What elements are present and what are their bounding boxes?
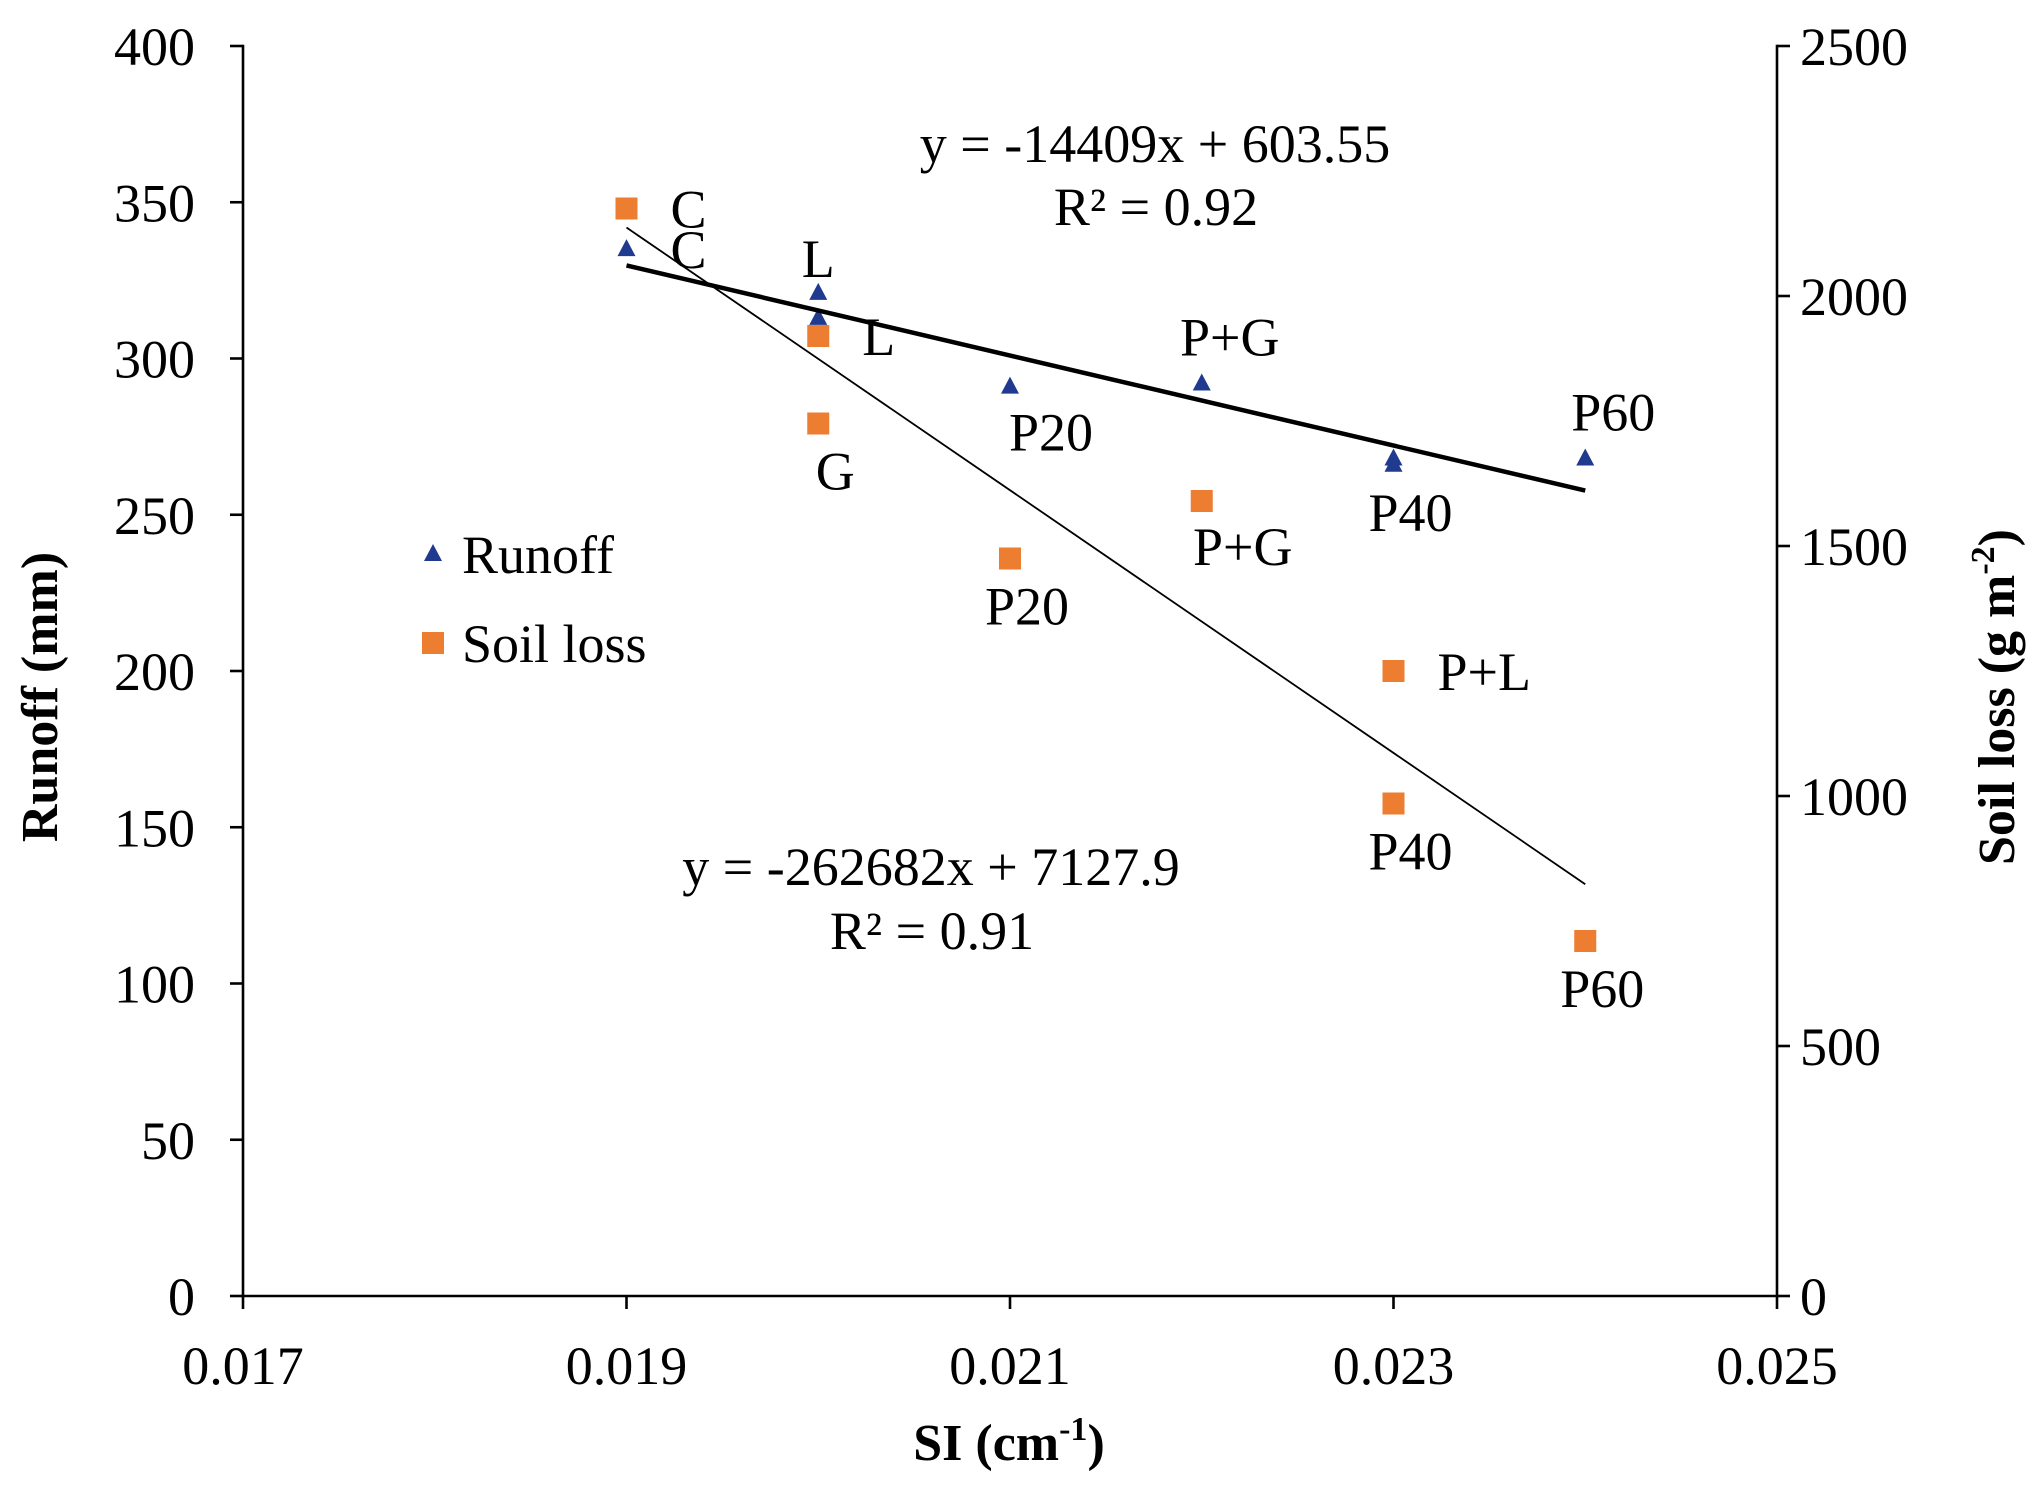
runoff-point-label: P60 xyxy=(1571,383,1655,443)
soil-loss-point-label: L xyxy=(862,307,895,367)
y-axis-ticks: 0 50 100 150 200 250 300 350 400 xyxy=(114,17,243,1327)
runoff-trendline xyxy=(625,263,1586,493)
y-tick-label: 250 xyxy=(114,486,195,546)
plot-series xyxy=(615,197,1597,952)
soil-loss-point-label: P20 xyxy=(985,577,1069,637)
soil-loss-point-label: G xyxy=(816,442,855,502)
soil-loss-trendline-r2: R² = 0.91 xyxy=(830,901,1034,961)
runoff-trendline-equation: y = -14409x + 603.55 xyxy=(920,114,1390,174)
x-tick-label: 0.025 xyxy=(1716,1336,1838,1396)
x-axis-title-superscript: -1 xyxy=(1059,1411,1087,1448)
soil-loss-trendline-equation: y = -262682x + 7127.9 xyxy=(682,837,1179,897)
y-axis-title: Runoff (mm) xyxy=(12,552,69,842)
x-axis-title: SI (cm-1) xyxy=(913,1411,1105,1472)
y2-axis-ticks: 0 500 1000 1500 2000 2500 xyxy=(1777,17,1908,1327)
x-tick-label: 0.021 xyxy=(949,1336,1071,1396)
runoff-point xyxy=(809,282,828,300)
y2-axis-title-superscript: -2 xyxy=(1965,546,2002,574)
y-tick-label: 0 xyxy=(168,1267,195,1327)
y2-axis-title-end: ) xyxy=(1969,529,2026,546)
soil-loss-point-label: P+L xyxy=(1438,642,1531,702)
x-tick-label: 0.017 xyxy=(182,1336,304,1396)
x-tick-label: 0.019 xyxy=(566,1336,688,1396)
soil-loss-point xyxy=(1382,792,1405,815)
runoff-point xyxy=(617,239,636,257)
runoff-point xyxy=(1384,454,1403,472)
x-axis-title-base: SI (cm xyxy=(913,1415,1059,1472)
legend-soil-loss-marker xyxy=(422,632,444,654)
y2-tick-label: 500 xyxy=(1800,1017,1881,1077)
legend: Runoff Soil loss xyxy=(422,525,647,674)
legend-runoff-label: Runoff xyxy=(462,525,614,585)
legend-soil-loss-label: Soil loss xyxy=(462,614,647,674)
x-axis-ticks: 0.017 0.019 0.021 0.023 0.025 xyxy=(182,1296,1838,1396)
y-tick-label: 100 xyxy=(114,955,195,1015)
runoff-point-label: L xyxy=(802,229,835,289)
y2-tick-label: 0 xyxy=(1800,1267,1827,1327)
y-tick-label: 150 xyxy=(114,798,195,858)
soil-loss-point xyxy=(1574,930,1597,952)
soil-loss-point xyxy=(807,325,830,347)
runoff-trendline-r2: R² = 0.92 xyxy=(1054,177,1258,237)
runoff-point xyxy=(1192,373,1211,391)
trendline-equations: y = -14409x + 603.55 R² = 0.92 y = -2626… xyxy=(682,114,1390,961)
soil-loss-point-label: C xyxy=(671,180,707,240)
y-tick-label: 350 xyxy=(114,173,195,233)
soil-loss-point-label: P40 xyxy=(1368,822,1452,882)
runoff-point-label: C xyxy=(671,220,707,280)
y2-tick-label: 2500 xyxy=(1800,17,1908,77)
runoff-point xyxy=(1001,376,1019,394)
soil-loss-point xyxy=(1382,660,1405,682)
y-tick-label: 300 xyxy=(114,330,195,390)
y2-tick-label: 1500 xyxy=(1800,517,1908,577)
x-axis-title-end: ) xyxy=(1087,1415,1104,1472)
y-tick-label: 50 xyxy=(141,1111,195,1171)
runoff-point-label: P+G xyxy=(1180,308,1279,368)
soil-loss-point xyxy=(615,197,638,220)
trendlines xyxy=(625,226,1586,885)
y-tick-label: 400 xyxy=(114,17,195,77)
x-tick-label: 0.023 xyxy=(1333,1336,1455,1396)
runoff-point-label: P40 xyxy=(1368,483,1452,543)
point-labels: C L P20 P+G P40 P60 C L G P20 P+G P40 P+L P60 xyxy=(671,180,1656,1020)
y2-axis-title: Soil loss (g m-2) xyxy=(1965,529,2026,865)
runoff-point xyxy=(809,307,828,325)
soil-loss-point-label: P+G xyxy=(1193,517,1292,577)
y-tick-label: 200 xyxy=(114,642,195,702)
runoff-point-label: P20 xyxy=(1009,403,1093,463)
soil-loss-trendline xyxy=(625,226,1586,885)
runoff-point xyxy=(1576,448,1595,466)
y2-tick-label: 1000 xyxy=(1800,767,1908,827)
legend-runoff-marker xyxy=(424,544,442,561)
y2-tick-label: 2000 xyxy=(1800,267,1908,327)
y2-axis-title-base: Soil loss (g m xyxy=(1969,575,2026,865)
soil-loss-point xyxy=(1190,490,1213,512)
soil-loss-point xyxy=(999,547,1021,570)
soil-loss-point xyxy=(807,412,830,435)
soil-loss-point-label: P60 xyxy=(1560,959,1644,1019)
